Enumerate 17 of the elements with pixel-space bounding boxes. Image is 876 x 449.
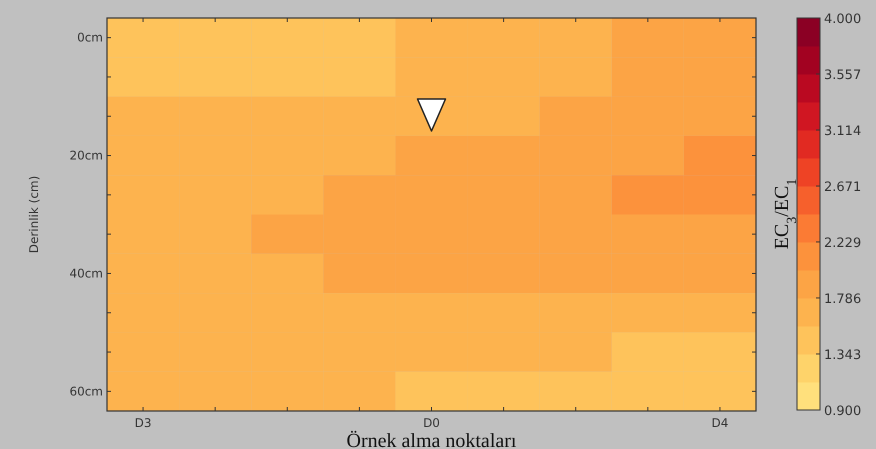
x-tick-label: D4	[712, 416, 728, 430]
color-bar-label: 0.900	[824, 404, 862, 419]
color-bar-label: 1.343	[824, 348, 862, 363]
color-bar-label: 3.557	[824, 68, 862, 84]
y-tick-label: 20cm	[69, 148, 103, 163]
color-bar-label: 3.114	[824, 124, 862, 140]
y-tick-label: 0cm	[77, 30, 103, 45]
color-bar-label: 2.671	[824, 180, 862, 196]
x-tick-label: D3	[134, 416, 152, 430]
y-axis-title: Derinlik (cm)	[27, 176, 41, 254]
color-bar-label: 1.786	[824, 292, 862, 307]
x-tick-label: D0	[423, 416, 440, 430]
y-tick-label: 40cm	[69, 266, 103, 280]
y-tick-label: 60cm	[69, 384, 103, 398]
color-bar-label: 2.229	[824, 236, 862, 251]
color-bar-label: 4.000	[824, 12, 862, 27]
x-axis-title: Örnek alma noktaları	[346, 430, 517, 449]
